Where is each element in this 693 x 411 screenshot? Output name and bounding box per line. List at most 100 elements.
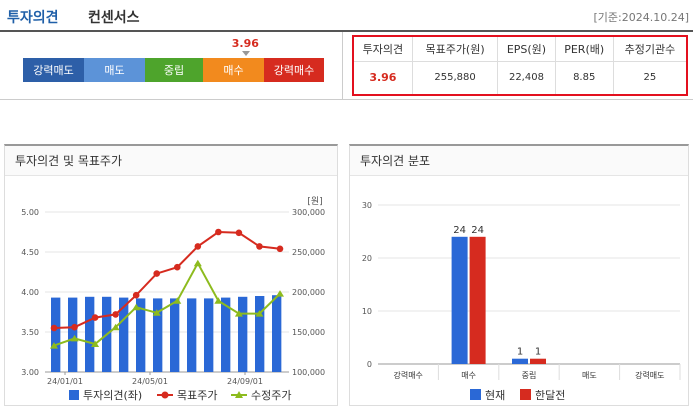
y-tick-label-left: 3.50 <box>21 328 39 337</box>
summary-header: 투자의견 <box>354 37 413 62</box>
summary-value: 25 <box>643 72 657 84</box>
opinion-bar <box>119 297 129 372</box>
y-tick-label-left: 3.00 <box>21 368 39 377</box>
opinion-bar <box>170 298 180 372</box>
opinion-distribution-panel: 투자의견 분포 30 20 10 0 강력매수 매수 24 24 중립 1 1 매도 강력매도 현재 한달전 <box>349 144 689 406</box>
rating-indicator-value: 3.96 <box>231 37 259 50</box>
y-tick-label-right: 200,000 <box>292 288 325 297</box>
rating-segment: 매수 <box>203 58 264 82</box>
target-price-point <box>153 270 161 277</box>
target-price-point <box>112 311 119 318</box>
x-tick-label: 24/01/01 <box>47 377 83 386</box>
opinion-bar <box>272 295 282 372</box>
opinion-bar <box>51 297 61 372</box>
category-label: 매도 <box>582 371 597 380</box>
rating-scale: 강력매도 매도 중립 매수 강력매수 <box>23 58 324 82</box>
opinion-bar <box>136 298 146 372</box>
opinion-bar <box>238 296 248 372</box>
adjusted-price-point <box>70 334 79 342</box>
legend-label: 투자의견(좌) <box>83 389 142 402</box>
summary-value: 3.96 <box>354 61 413 94</box>
legend-label: 현재 <box>485 389 505 402</box>
opinion-bar <box>255 296 265 372</box>
target-price-point <box>71 323 78 331</box>
y-tick-label-left: 4.00 <box>21 288 39 297</box>
bar-value-label: 24 <box>471 225 484 236</box>
month-ago-bar <box>530 358 546 364</box>
adjusted-price-point <box>234 310 243 317</box>
legend-label: 한달전 <box>535 389 565 402</box>
target-price-point <box>173 263 181 271</box>
summary-value: 255,880 <box>412 61 499 94</box>
current-bar <box>451 236 468 364</box>
summary-header: EPS(원) <box>497 37 556 62</box>
y-tick-label-right: 250,000 <box>292 248 325 257</box>
panel-title: 투자의견 및 목표주가 <box>5 146 337 176</box>
legend-label: 수정주가 <box>251 389 291 402</box>
y-tick-label: 10 <box>362 307 372 316</box>
legend-swatch-opinion <box>69 390 79 400</box>
current-bar <box>512 358 528 364</box>
target-price-point <box>235 229 243 237</box>
rating-segment: 중립 <box>145 58 203 82</box>
adjusted-price-point <box>255 310 264 317</box>
summary-header: PER(배) <box>555 37 614 62</box>
page-subtitle: 컨센서스 <box>88 10 140 26</box>
adjusted-price-point <box>193 259 202 267</box>
panel-title: 투자의견 분포 <box>350 146 688 176</box>
summary-value: 22,408 <box>497 61 556 94</box>
month-ago-bar <box>469 236 486 364</box>
target-price-point <box>194 243 202 250</box>
adjusted-price-line <box>53 261 281 347</box>
header-divider <box>0 30 693 32</box>
y-tick-label: 30 <box>362 201 372 210</box>
legend-marker-adjusted <box>235 391 243 398</box>
category-label: 중립 <box>522 371 537 380</box>
rating-segment: 강력매도 <box>23 58 84 82</box>
adjusted-price-point <box>132 303 141 311</box>
summary-table: 투자의견 목표주가(원) EPS(원) PER(배) 추정기관수 3.96 255,880… <box>352 35 688 96</box>
page-title: 투자의견 <box>7 10 59 26</box>
y-tick-label-right: 150,000 <box>292 328 325 337</box>
opinion-bar <box>221 297 231 372</box>
y-tick-label-right: 100,000 <box>292 368 325 377</box>
y-tick-label-right: 300,000 <box>292 208 325 217</box>
x-tick-label: 24/09/01 <box>227 377 263 386</box>
target-price-point <box>215 228 222 236</box>
rating-segment: 매도 <box>84 58 145 82</box>
opinion-bar <box>68 297 78 372</box>
summary-value: 8.85 <box>555 61 614 94</box>
category-label: 강력매도 <box>635 370 664 380</box>
title-bar: 투자의견 컨센서스 [기준:2024.10.24] <box>0 0 693 30</box>
legend-label: 목표주가 <box>177 389 217 402</box>
y-tick-label: 20 <box>362 254 372 263</box>
section-divider <box>0 99 693 100</box>
target-price-point <box>276 245 284 253</box>
target-price-line <box>53 230 281 329</box>
bar-value-label: 1 <box>535 347 541 358</box>
opinion-target-panel: 투자의견 및 목표주가 [원] 5.00 4.50 4.00 3.50 3.00 300,0… <box>4 144 338 406</box>
adjusted-price-point <box>276 290 284 297</box>
opinion-bar <box>204 298 214 372</box>
target-price-point <box>256 243 263 250</box>
rating-segment: 강력매수 <box>264 58 324 82</box>
adjusted-price-point <box>50 342 58 349</box>
summary-header: 목표주가(원) <box>412 37 499 62</box>
adjusted-price-point <box>91 340 100 347</box>
adjusted-price-point <box>152 309 161 316</box>
category-label: 매수 <box>461 371 476 380</box>
axis-unit: [원] <box>307 196 322 207</box>
opinion-bar <box>187 298 197 372</box>
opinion-bar <box>85 296 95 372</box>
opinion-target-chart: [원] 5.00 4.50 4.00 3.50 3.00 300,000 250,000 200… <box>21 196 325 402</box>
y-tick-label-left: 5.00 <box>21 208 39 217</box>
category-label: 강력매수 <box>393 370 422 380</box>
reference-date: [기준:2024.10.24] <box>593 11 689 24</box>
adjusted-price-point <box>111 323 120 331</box>
bar-value-label: 24 <box>453 225 466 236</box>
rating-indicator-arrow-icon <box>241 51 250 56</box>
vertical-divider <box>342 32 343 99</box>
legend-swatch-month-ago <box>520 389 531 400</box>
x-tick-label: 24/05/01 <box>132 377 168 386</box>
